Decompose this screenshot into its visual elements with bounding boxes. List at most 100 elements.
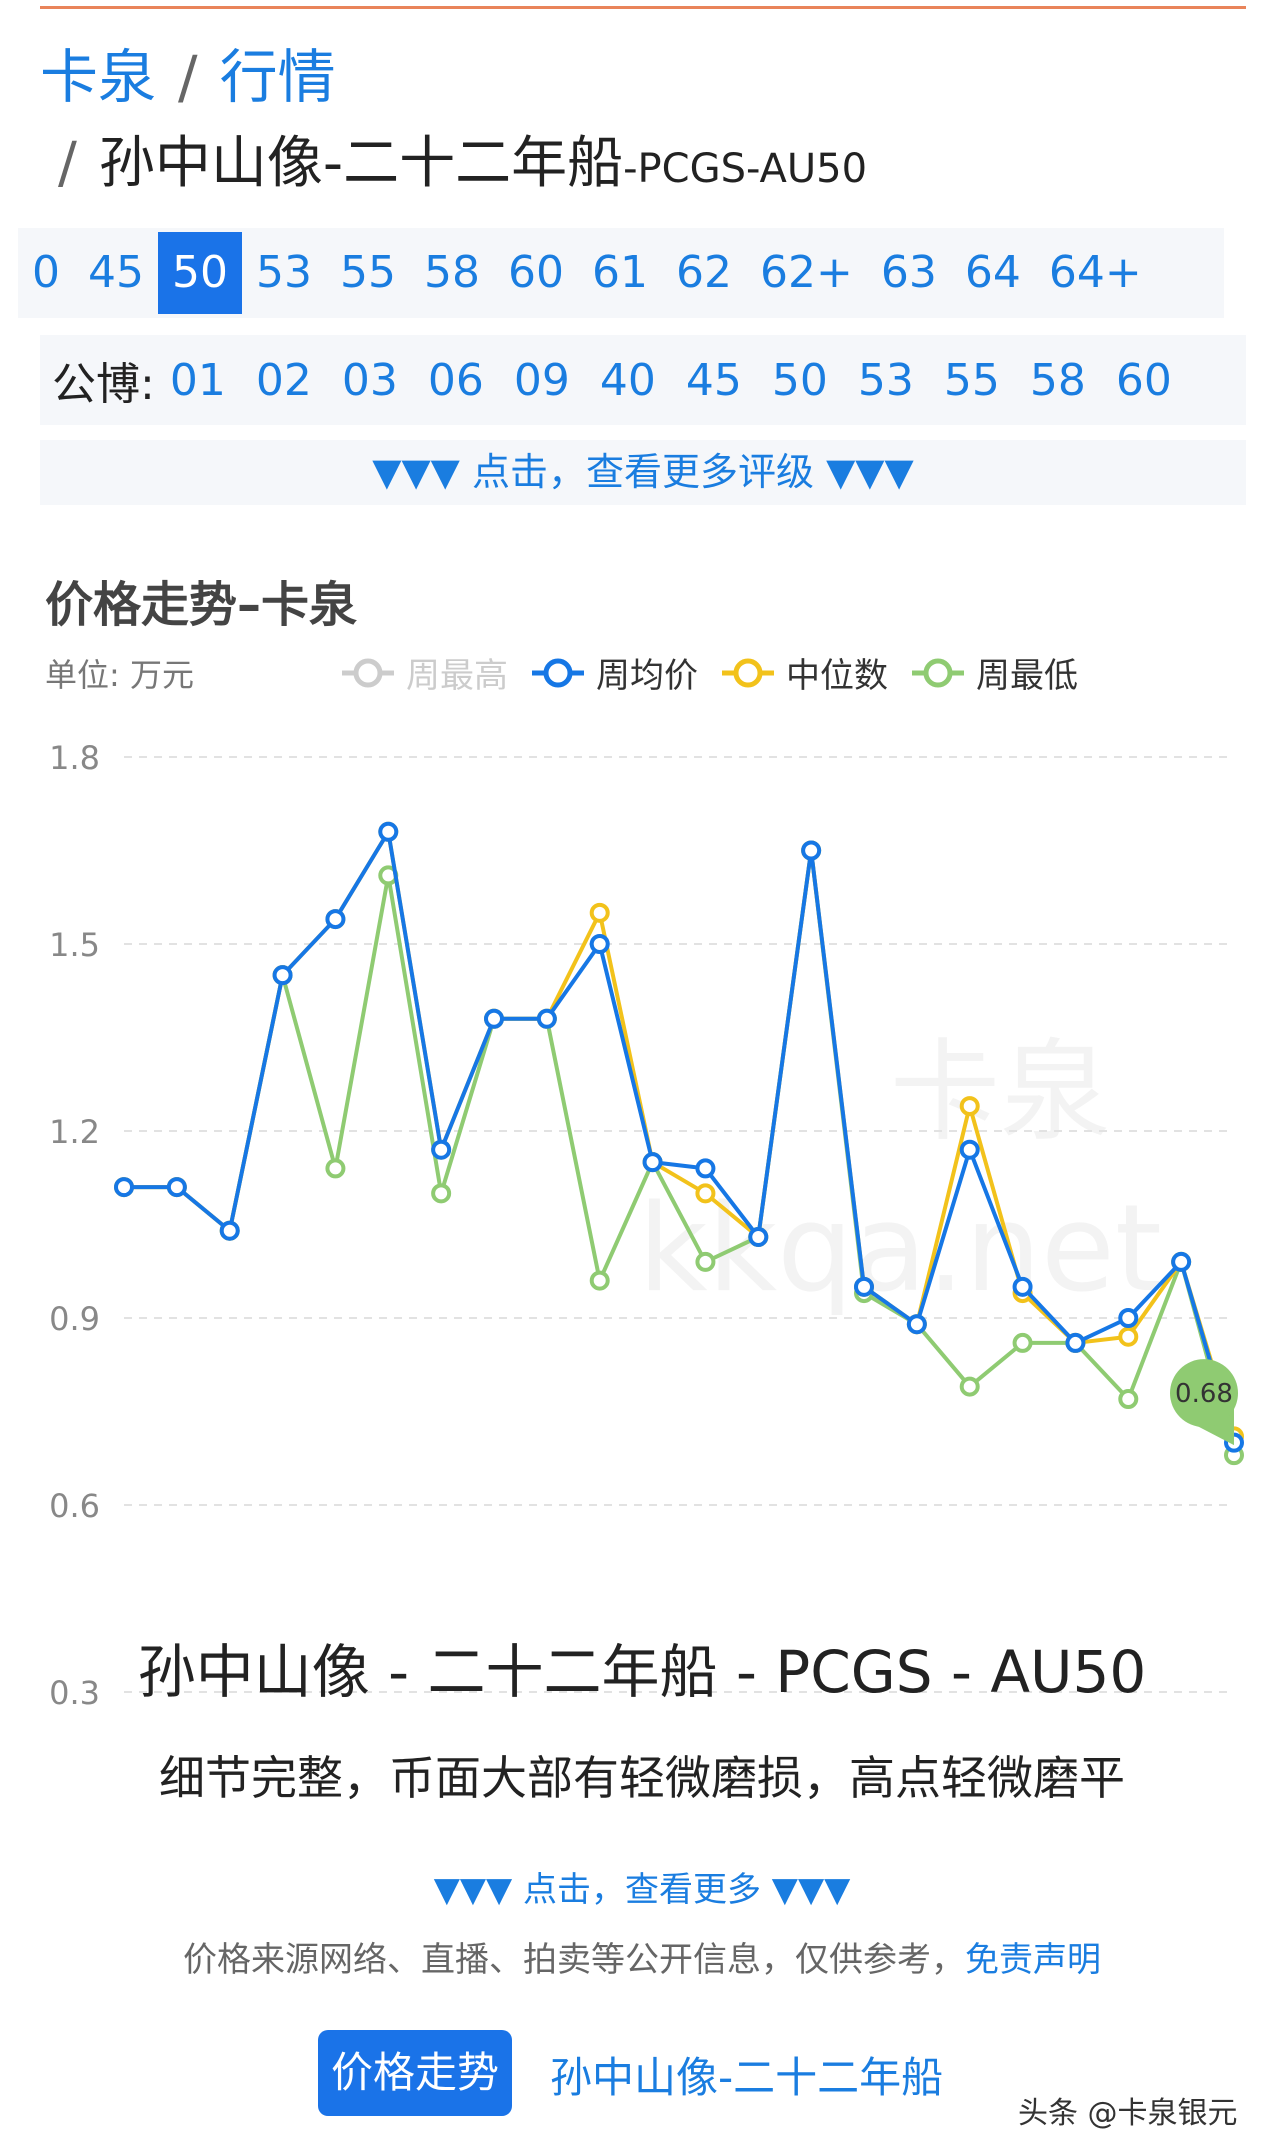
data-point-avg[interactable]	[219, 1220, 240, 1241]
data-point-avg[interactable]	[906, 1314, 927, 1335]
grade-selector: 0 45 50 53 55 58 60 61 62 62+ 63 64 64+	[18, 228, 1224, 318]
data-point-median[interactable]	[695, 1183, 716, 1204]
legend-item-max[interactable]: 周最高	[340, 648, 508, 697]
grade-option[interactable]: 60	[508, 247, 564, 298]
chart-watermark: kkqa.net	[638, 1180, 1162, 1319]
gongbo-grade-selector: 公博: 01 02 03 06 09 40 45 50 53 55 58 60	[40, 335, 1246, 425]
breadcrumb: 卡泉 / 行情	[40, 30, 336, 114]
data-point-avg[interactable]	[854, 1276, 874, 1297]
series-line-low	[124, 850, 1236, 1456]
legend-label: 周最高	[406, 656, 508, 696]
y-tick-label: 0.3	[49, 1674, 100, 1712]
gongbo-grade-option[interactable]: 45	[685, 354, 742, 406]
data-point-avg[interactable]	[272, 965, 293, 986]
gongbo-grade-option[interactable]: 58	[1029, 354, 1086, 406]
data-point-median[interactable]	[1118, 1326, 1139, 1347]
grade-option[interactable]: 64+	[1048, 247, 1142, 298]
item-title: 孙中山像 - 二十二年船 - PCGS - AU50	[137, 1638, 1147, 1706]
data-point-avg[interactable]	[378, 821, 399, 842]
item-grade: -PCGS-AU50	[623, 146, 868, 192]
legend-item-low[interactable]: 周最低	[910, 648, 1078, 697]
data-point-avg[interactable]	[114, 1177, 134, 1198]
gongbo-grade-option[interactable]: 53	[857, 354, 914, 406]
grade-option[interactable]: 63	[880, 247, 937, 298]
series-line-avg	[124, 826, 1236, 1444]
data-point-low[interactable]	[431, 1183, 452, 1204]
data-point-avg[interactable]	[1012, 1276, 1033, 1297]
y-tick-label: 1.8	[49, 739, 100, 777]
data-point-low[interactable]	[589, 1270, 610, 1291]
y-tick-label: 0.9	[49, 1300, 100, 1338]
gongbo-grade-option[interactable]: 03	[341, 354, 398, 406]
data-point-avg[interactable]	[748, 1226, 769, 1247]
grade-option[interactable]: 64	[964, 247, 1021, 298]
gongbo-label: 公博:	[52, 359, 155, 410]
legend-marker-icon	[342, 658, 394, 687]
data-point-avg[interactable]	[536, 1008, 557, 1029]
data-point-low[interactable]	[1118, 1389, 1139, 1410]
grade-option[interactable]: 0	[32, 247, 60, 298]
grade-option[interactable]: 58	[424, 247, 480, 298]
legend-marker-icon	[532, 658, 584, 687]
more-button[interactable]: ▼▼▼ 点击，查看更多 ▼▼▼	[433, 1870, 851, 1910]
data-point-avg[interactable]	[642, 1152, 663, 1173]
gongbo-grade-option[interactable]: 09	[513, 354, 570, 406]
page-title: / 孙中山像-二十二年船-PCGS-AU50	[58, 118, 867, 199]
grade-option[interactable]: 62	[676, 247, 732, 298]
chart-watermark: 卡泉	[890, 1028, 1110, 1156]
coin-link[interactable]: 孙中山像-二十二年船	[550, 2053, 944, 2102]
legend-item-median[interactable]: 中位数	[720, 648, 888, 697]
tooltip-pin	[1170, 1359, 1238, 1428]
y-tick-label: 1.5	[49, 926, 100, 964]
breadcrumb-section[interactable]: 行情	[219, 43, 336, 111]
gongbo-grade-option[interactable]: 55	[943, 354, 1000, 406]
data-point-low[interactable]	[959, 1376, 980, 1397]
grade-option[interactable]: 45	[88, 247, 144, 298]
data-point-avg[interactable]	[1118, 1308, 1139, 1328]
data-point-low[interactable]	[325, 1158, 346, 1179]
tooltip-value: 0.68	[1175, 1379, 1233, 1409]
gongbo-grade-option[interactable]: 02	[255, 354, 312, 406]
chart-legend: 周最高 周均价 中位数 周最低	[340, 648, 1078, 697]
more-grades-button[interactable]: ▼▼▼ 点击，查看更多评级 ▼▼▼	[40, 440, 1246, 505]
data-point-avg[interactable]	[1171, 1251, 1192, 1272]
data-point-avg[interactable]	[431, 1139, 452, 1160]
data-point-avg[interactable]	[959, 1139, 980, 1160]
price-trend-button[interactable]: 价格走势	[318, 2030, 512, 2116]
breadcrumb-separator: /	[178, 43, 198, 111]
data-point-avg[interactable]	[166, 1177, 187, 1198]
grade-option[interactable]: 61	[592, 247, 648, 298]
legend-label: 周均价	[596, 656, 698, 696]
legend-label: 周最低	[976, 656, 1078, 696]
gongbo-grade-option[interactable]: 50	[771, 354, 828, 406]
y-tick-label: 1.2	[49, 1113, 100, 1151]
breadcrumb-separator: /	[58, 131, 77, 196]
grade-option[interactable]: 50	[158, 232, 242, 314]
data-point-avg[interactable]	[695, 1158, 716, 1179]
disclaimer-link[interactable]: 免责声明	[965, 1940, 1101, 1980]
breadcrumb-root[interactable]: 卡泉	[40, 43, 157, 111]
unit-label: 单位: 万元	[45, 656, 194, 694]
grade-option[interactable]: 53	[256, 247, 312, 298]
data-point-avg[interactable]	[801, 840, 822, 861]
data-point-low[interactable]	[1012, 1332, 1033, 1353]
y-tick-label: 0.6	[49, 1487, 100, 1525]
legend-label: 中位数	[786, 656, 888, 696]
price-chart: 卡泉kkqa.net00.30.60.91.21.51.82021-10-182…	[49, 739, 1244, 1712]
grade-option[interactable]: 62+	[760, 247, 853, 298]
data-point-avg[interactable]	[484, 1008, 504, 1029]
gongbo-grade-option[interactable]: 60	[1115, 354, 1172, 406]
legend-marker-icon	[722, 658, 774, 687]
legend-item-avg[interactable]: 周均价	[530, 648, 698, 697]
gongbo-grade-option[interactable]: 06	[427, 354, 484, 406]
data-point-low[interactable]	[695, 1251, 716, 1272]
gongbo-grade-option[interactable]: 40	[599, 354, 656, 406]
data-point-avg[interactable]	[589, 934, 610, 954]
source-watermark: 头条 @卡泉银元	[1018, 2096, 1238, 2131]
data-point-median[interactable]	[589, 902, 610, 923]
data-point-median[interactable]	[959, 1096, 980, 1117]
grade-option[interactable]: 55	[340, 247, 396, 298]
data-point-avg[interactable]	[1065, 1332, 1086, 1353]
gongbo-grade-option[interactable]: 01	[169, 354, 226, 406]
data-point-avg[interactable]	[325, 909, 346, 930]
